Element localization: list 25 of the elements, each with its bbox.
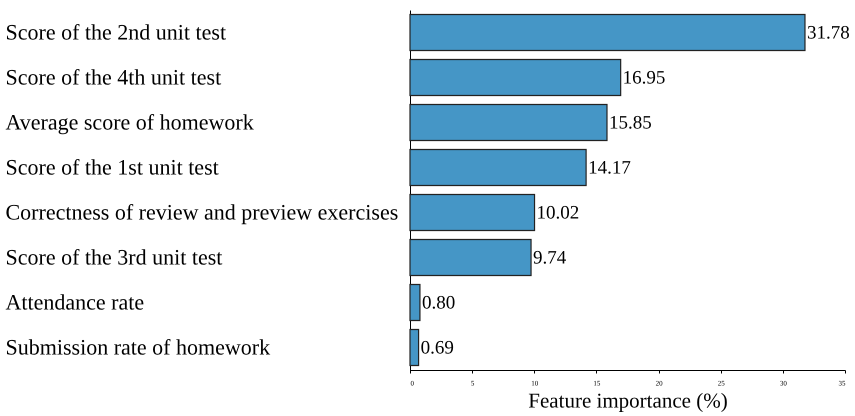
y-tick-label: Correctness of review and preview exercises <box>6 200 398 224</box>
y-tick-label: Score of the 2nd unit test <box>6 20 226 44</box>
data-label: 9.74 <box>533 248 567 268</box>
bar <box>409 58 622 96</box>
bar <box>409 238 532 276</box>
data-label: 0.69 <box>420 338 454 358</box>
data-label: 15.85 <box>608 112 652 134</box>
y-tick-label: Score of the 4th unit test <box>6 64 222 90</box>
bar <box>409 328 420 366</box>
x-axis-title: Feature importance (%) <box>528 388 728 412</box>
bar <box>409 284 421 322</box>
data-label: 0.80 <box>422 292 456 314</box>
y-tick-label: Score of the 1st unit test <box>6 154 219 180</box>
bar <box>409 194 536 232</box>
y-tick-label: Score of the 3rd unit test <box>6 244 222 270</box>
y-tick-label: Average score of homework <box>6 110 254 134</box>
y-tick-label: Submission rate of homework <box>6 334 270 360</box>
data-label: 31.78 <box>806 22 850 44</box>
bar <box>409 14 806 52</box>
data-label: 10.02 <box>536 202 580 224</box>
bar <box>409 104 608 142</box>
data-label: 16.95 <box>622 68 666 88</box>
y-tick-label: Attendance rate <box>6 290 144 314</box>
data-label: 14.17 <box>588 158 631 178</box>
bar <box>409 148 587 186</box>
